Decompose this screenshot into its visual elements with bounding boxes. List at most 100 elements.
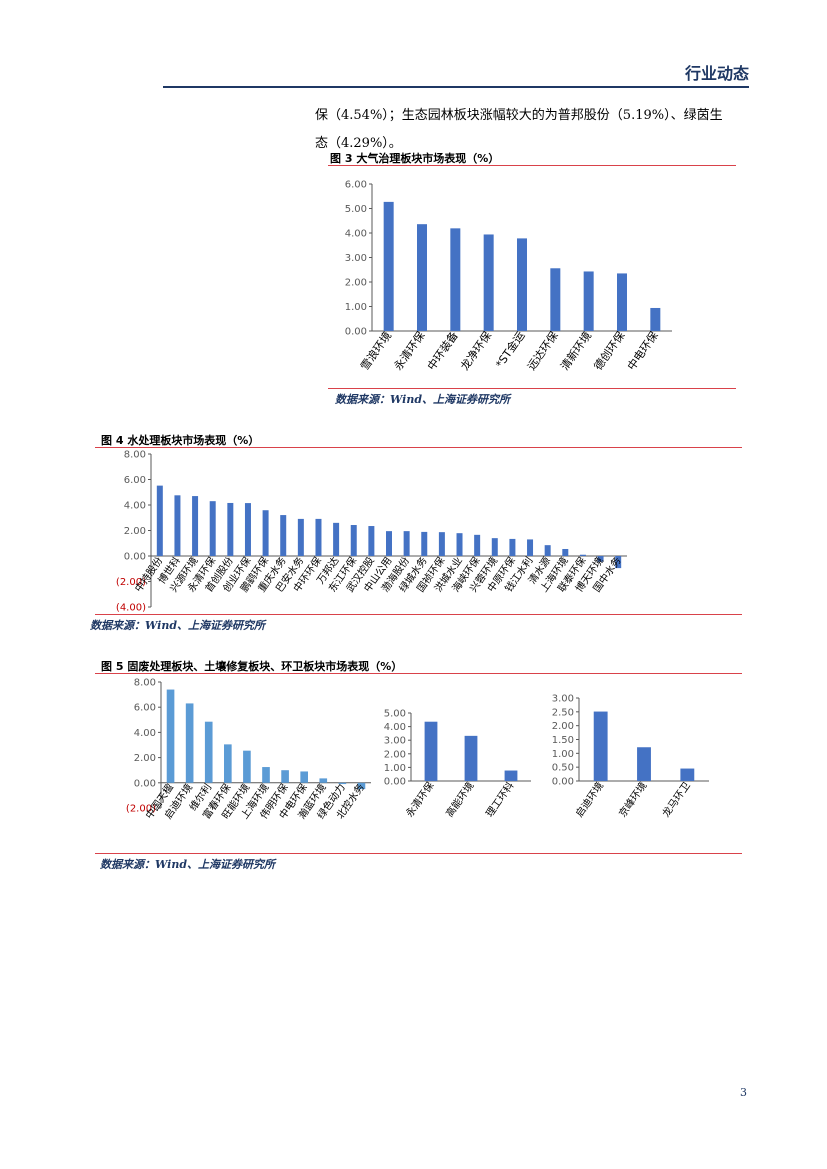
fig4-bottom-rule xyxy=(95,614,742,615)
bar xyxy=(504,770,518,781)
page-number: 3 xyxy=(740,1086,747,1099)
category-label: 清新环境 xyxy=(557,329,594,373)
bar xyxy=(357,782,366,790)
bar xyxy=(262,510,269,556)
fig5-bottom-rule xyxy=(95,853,742,854)
y-tick-label: 4.00 xyxy=(124,501,146,512)
bar xyxy=(424,721,438,781)
y-tick-label: 2.00 xyxy=(384,749,406,760)
category-label: 高能环境 xyxy=(443,779,477,819)
category-label: 启迪环境 xyxy=(573,779,607,819)
category-label: 理工环科 xyxy=(483,779,517,819)
y-tick-label: (2.00) xyxy=(116,577,146,588)
y-tick-label: (4.00) xyxy=(116,603,146,614)
bar xyxy=(368,526,375,556)
bar xyxy=(297,518,304,556)
y-tick-label: 0.00 xyxy=(552,777,574,788)
bar xyxy=(527,539,534,556)
y-tick-label: 0.00 xyxy=(124,552,146,563)
y-tick-label: 6.00 xyxy=(345,180,367,191)
category-label: 永清环保 xyxy=(391,329,428,373)
fig3-bottom-rule xyxy=(328,388,736,389)
bar xyxy=(156,485,163,556)
y-tick-label: 0.00 xyxy=(384,777,406,788)
bar xyxy=(474,534,481,556)
y-tick-label: 1.00 xyxy=(345,302,367,313)
bar xyxy=(383,201,394,331)
y-tick-label: 1.00 xyxy=(384,763,406,774)
bar xyxy=(315,518,322,556)
y-tick-label: 5.00 xyxy=(384,709,406,720)
body-line-1: 保（4.54%）；生态园林板块涨幅较大的为普邦股份（5.19%）、绿茵生 xyxy=(315,108,723,123)
y-tick-label: 3.00 xyxy=(345,253,367,264)
fig3-chart: 6.005.004.003.002.001.000.00雪浪环境永清环保中环装备… xyxy=(345,180,672,373)
fig4-title: 图 4 水处理板块市场表现（%） xyxy=(101,434,260,447)
y-tick-label: 6.00 xyxy=(134,703,156,714)
bar xyxy=(174,495,181,556)
bar xyxy=(192,496,199,556)
y-tick-label: (2.00) xyxy=(126,804,156,815)
bar xyxy=(338,782,347,785)
fig4-top-rule xyxy=(95,447,742,448)
bar xyxy=(350,525,357,556)
y-tick-label: 2.00 xyxy=(134,753,156,764)
bar xyxy=(224,744,232,783)
fig3-top-rule xyxy=(328,165,736,166)
bar xyxy=(185,703,194,783)
bar xyxy=(243,750,251,783)
bar xyxy=(464,735,478,781)
y-tick-label: 3.00 xyxy=(552,694,574,705)
bar xyxy=(300,771,308,783)
fig5-source: 数据来源：Wind、上海证券研究所 xyxy=(100,858,276,871)
fig5-top-rule xyxy=(95,673,742,674)
category-label: 远达环保 xyxy=(524,329,561,373)
bar xyxy=(680,768,695,781)
header-title: 行业动态 xyxy=(684,64,749,83)
bar xyxy=(244,503,251,556)
y-tick-label: 8.00 xyxy=(134,678,156,689)
fig5-title: 图 5 固废处理板块、土壤修复板块、环卫板块市场表现（%） xyxy=(101,660,403,673)
bar xyxy=(227,502,234,556)
category-label: 中电环保 xyxy=(624,329,661,373)
y-tick-label: 2.00 xyxy=(552,721,574,732)
y-tick-label: 5.00 xyxy=(345,204,367,215)
bar xyxy=(333,522,340,556)
bar xyxy=(166,689,175,783)
bar xyxy=(456,533,463,556)
category-label: 德创环保 xyxy=(591,329,628,373)
category-label: 龙净环保 xyxy=(457,329,494,373)
bar xyxy=(450,228,461,331)
y-tick-label: 2.00 xyxy=(124,526,146,537)
fig3-source: 数据来源：Wind、上海证券研究所 xyxy=(335,393,511,406)
bar xyxy=(597,556,604,562)
bar xyxy=(281,770,289,783)
category-label: 中环装备 xyxy=(424,329,461,373)
y-tick-label: 2.00 xyxy=(345,278,367,289)
y-tick-label: 8.00 xyxy=(124,450,146,461)
bar xyxy=(650,307,661,331)
body-paragraph: 保（4.54%）；生态园林板块涨幅较大的为普邦股份（5.19%）、绿茵生 态（4… xyxy=(315,102,755,158)
header-rule xyxy=(163,86,749,88)
bar xyxy=(544,545,551,556)
fig4-source: 数据来源：Wind、上海证券研究所 xyxy=(90,619,266,632)
bar xyxy=(417,224,427,331)
y-tick-label: 4.00 xyxy=(134,728,156,739)
bar xyxy=(386,531,392,556)
category-label: *ST金运 xyxy=(492,329,527,371)
category-label: 永清环保 xyxy=(403,779,437,819)
bar xyxy=(209,501,216,556)
y-tick-label: 4.00 xyxy=(345,229,367,240)
bar xyxy=(483,234,494,331)
y-tick-label: 4.00 xyxy=(384,722,406,733)
y-tick-label: 0.00 xyxy=(345,327,367,338)
bar xyxy=(438,532,445,556)
fig5a-chart: 8.006.004.002.000.00(2.00)中国天楹启迪环境维尔利富春环… xyxy=(126,678,371,821)
y-tick-label: 1.50 xyxy=(552,735,574,746)
y-tick-label: 1.00 xyxy=(552,749,574,760)
fig3-title: 图 3 大气治理板块市场表现（%） xyxy=(330,152,500,165)
bar xyxy=(262,767,270,783)
bar xyxy=(583,271,594,331)
category-label: 龙马环卫 xyxy=(659,779,693,819)
bar xyxy=(550,268,561,331)
